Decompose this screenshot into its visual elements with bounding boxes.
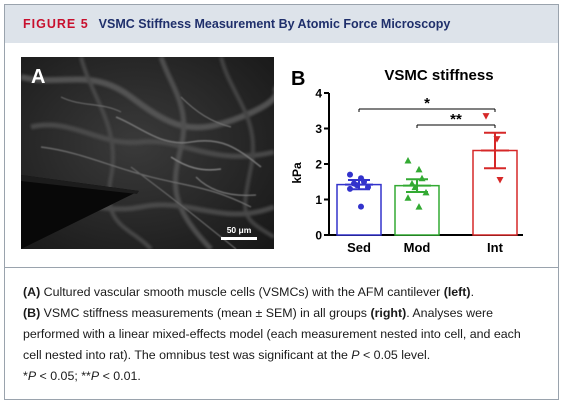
y-tick-label: 3 xyxy=(315,122,322,136)
data-point xyxy=(404,194,412,201)
figure-panel: FIGURE 5 VSMC Stiffness Measurement By A… xyxy=(4,4,559,400)
caption-p-level: < 0.05 level. xyxy=(359,348,431,362)
y-tick-label: 1 xyxy=(315,193,322,207)
y-tick-label: 2 xyxy=(315,158,322,172)
caption-b-text: VSMC stiffness measurements (mean ± SEM)… xyxy=(40,306,371,320)
data-point xyxy=(415,203,423,210)
data-point xyxy=(415,165,423,173)
panel-b-letter: B xyxy=(291,68,305,90)
y-tick-label: 4 xyxy=(315,87,322,101)
caption-sig1-star: * xyxy=(23,369,28,383)
scale-bar xyxy=(221,237,257,240)
caption-sig2-p: P xyxy=(90,369,100,383)
caption-line-a: (A) Cultured vascular smooth muscle cell… xyxy=(23,282,536,303)
cell-texture xyxy=(21,57,274,249)
caption-line-b: (B) VSMC stiffness measurements (mean ± … xyxy=(23,303,536,366)
caption-a-text: Cultured vascular smooth muscle cells (V… xyxy=(40,285,444,299)
figure-label: FIGURE 5 xyxy=(23,17,89,31)
figure-title: VSMC Stiffness Measurement By Atomic For… xyxy=(98,17,451,31)
chart-title: VSMC stiffness xyxy=(384,67,493,84)
scale-bar-label: 50 μm xyxy=(227,225,252,235)
figure-caption: (A) Cultured vascular smooth muscle cell… xyxy=(5,267,558,399)
afm-cantilever xyxy=(21,175,139,249)
data-point xyxy=(482,113,490,120)
caption-b-body: . Analyses were performed with a linear … xyxy=(23,306,521,362)
data-point xyxy=(496,176,504,184)
x-tick-label: Int xyxy=(487,240,504,255)
caption-a-side: (left) xyxy=(443,285,471,299)
y-tick-label: 0 xyxy=(315,229,322,243)
caption-sig2-text: < 0.01. xyxy=(99,369,141,383)
caption-sig1-p: P xyxy=(27,369,37,383)
significance-label: * xyxy=(424,95,430,112)
caption-a-tag: (A) xyxy=(23,285,41,299)
data-point xyxy=(347,171,353,178)
data-point xyxy=(358,203,364,210)
x-tick-label: Mod xyxy=(404,240,431,255)
caption-b-tag: (B) xyxy=(23,306,41,320)
caption-a-end: . xyxy=(470,285,475,299)
x-tick-label: Sed xyxy=(347,240,371,255)
caption-b-side: (right) xyxy=(370,306,407,320)
microscopy-image: A 50 μm xyxy=(21,57,274,249)
panel-a-letter: A xyxy=(31,66,45,88)
caption-p-symbol: P xyxy=(351,348,360,362)
figure-header: FIGURE 5 VSMC Stiffness Measurement By A… xyxy=(5,5,558,43)
caption-sig1-text: < 0.05; ** xyxy=(36,369,91,383)
caption-significance: *P < 0.05; **P < 0.01. xyxy=(23,366,536,387)
y-axis-label: kPa xyxy=(290,162,304,184)
data-point xyxy=(404,156,412,164)
bar-mod xyxy=(394,184,440,236)
significance-label: ** xyxy=(450,111,462,128)
bar-sed xyxy=(336,183,382,236)
